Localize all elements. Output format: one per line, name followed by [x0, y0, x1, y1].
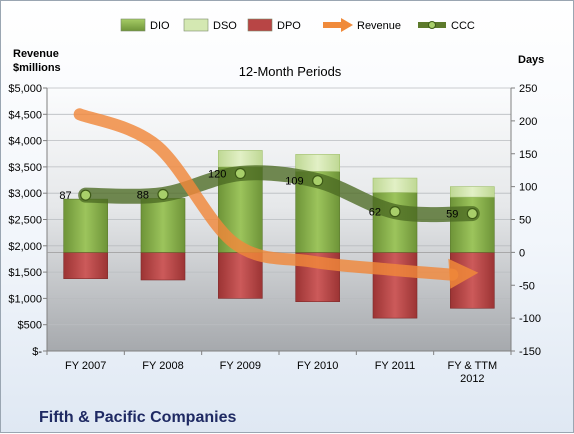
- y-right-tick-label: -150: [519, 346, 541, 358]
- legend-label: DIO: [150, 20, 170, 32]
- y-left-tick-label: $3,000: [8, 188, 42, 200]
- y-left-tick-label: $-: [32, 346, 42, 358]
- y-left-axis-title: $millions: [13, 62, 61, 74]
- y-left-tick-label: $500: [18, 320, 42, 332]
- bar-dpo: [63, 252, 108, 279]
- y-left-tick-label: $1,000: [8, 293, 42, 305]
- y-left-tick-label: $4,500: [8, 109, 42, 121]
- bar-dio: [63, 198, 108, 253]
- y-left-axis-title: Revenue: [13, 48, 59, 60]
- y-right-tick-label: 0: [519, 247, 525, 259]
- y-right-axis-title: Days: [518, 54, 544, 66]
- company-name: Fifth & Pacific Companies: [39, 409, 236, 426]
- ccc-data-label: 87: [59, 190, 71, 202]
- x-tick-label: 2012: [460, 373, 484, 385]
- bar-dso: [295, 154, 340, 172]
- x-tick-label: FY 2007: [65, 360, 106, 372]
- revenue-arrow-line: [73, 108, 459, 281]
- ccc-point: [157, 188, 169, 201]
- y-right-tick-label: -50: [519, 280, 535, 292]
- bar-dpo: [372, 252, 418, 319]
- chart-title: 12-Month Periods: [239, 64, 342, 79]
- ccc-point: [466, 207, 478, 220]
- ccc-data-label: 59: [446, 209, 458, 221]
- bar-dso: [450, 186, 495, 198]
- ccc-data-label: 62: [369, 207, 381, 219]
- legend-swatch: [120, 18, 146, 32]
- ccc-data-label: 120: [208, 168, 226, 180]
- bar-dso: [218, 150, 263, 168]
- ccc-point: [389, 206, 401, 218]
- x-tick-label: FY & TTM: [447, 360, 497, 372]
- legend-label: DPO: [277, 20, 301, 32]
- bar-dio: [140, 198, 186, 253]
- x-tick-label: FY 2010: [297, 360, 338, 372]
- x-tick-label: FY 2009: [220, 360, 261, 372]
- y-left-tick-label: $2,000: [8, 241, 42, 253]
- x-tick-label: FY 2008: [142, 360, 183, 372]
- x-tick-label: FY 2011: [375, 360, 416, 372]
- revenue-arrow-head: [448, 258, 479, 289]
- legend-swatch: [247, 18, 273, 32]
- legend-label: DSO: [213, 20, 237, 32]
- y-right-tick-label: 50: [519, 215, 531, 227]
- legend-label: CCC: [451, 20, 475, 32]
- bar-dio: [450, 196, 495, 253]
- y-left-tick-label: $2,500: [8, 215, 42, 227]
- ccc-data-label: 109: [285, 176, 303, 188]
- y-left-tick-label: $4,000: [8, 136, 42, 148]
- legend-label: Revenue: [357, 20, 401, 32]
- ccc-point: [312, 175, 324, 187]
- y-right-tick-label: 150: [519, 149, 537, 161]
- ccc-point: [80, 189, 92, 201]
- y-left-tick-label: $3,500: [8, 162, 42, 174]
- ccc-point: [234, 167, 246, 180]
- y-right-tick-label: -100: [519, 313, 541, 325]
- bar-dpo: [140, 252, 186, 281]
- y-left-tick-label: $1,500: [8, 267, 42, 279]
- legend-swatch: [341, 18, 353, 32]
- y-right-tick-label: 200: [519, 116, 537, 128]
- bar-dso: [372, 177, 418, 193]
- legend-swatch: [183, 18, 209, 32]
- legend-swatch: [428, 21, 436, 29]
- y-right-tick-label: 100: [519, 182, 537, 194]
- ccc-data-label: 88: [137, 190, 149, 202]
- y-right-tick-label: 250: [519, 83, 537, 95]
- y-left-tick-label: $5,000: [8, 83, 42, 95]
